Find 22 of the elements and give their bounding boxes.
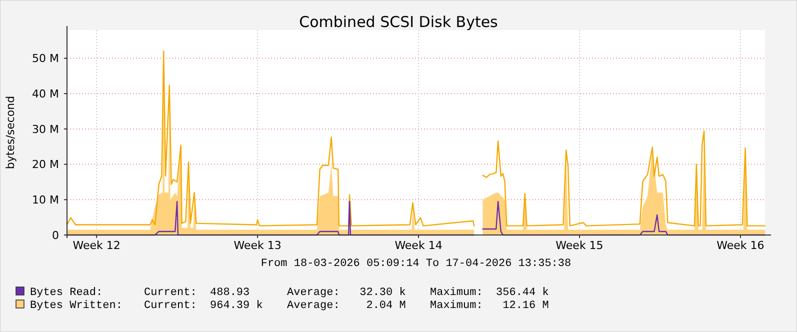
legend-label: Bytes Written: <box>30 300 122 312</box>
y-tick-label: 0 <box>52 228 59 242</box>
y-tick-label: 10 M <box>32 194 59 207</box>
x-axis-title: From 18-03-2026 05:09:14 To 17-04-2026 13:35:38 <box>260 258 572 270</box>
y-tick-label: 40 M <box>32 87 59 100</box>
x-tick-label: Week 13 <box>234 239 282 252</box>
text: Average: 32.30 k <box>287 287 406 299</box>
text: Current: 488.93 <box>144 287 250 299</box>
y-tick-label: 20 M <box>32 158 59 172</box>
y-tick-label: 30 M <box>32 122 59 136</box>
legend-label: Bytes Read: <box>30 287 103 299</box>
chart-title: Combined SCSI Disk Bytes <box>299 13 498 31</box>
text: Average: 2.04 M <box>287 300 406 312</box>
text: Current: 964.39 k <box>144 300 264 312</box>
text: Maximum: 356.44 k <box>430 287 550 299</box>
x-tick-label: Week 16 <box>716 239 764 252</box>
x-tick-label: Week 14 <box>394 239 442 252</box>
text: Maximum: 12.16 M <box>430 300 549 312</box>
x-tick-label: Week 15 <box>556 239 604 252</box>
y-tick-label: 50 M <box>32 52 59 66</box>
x-tick-label: Week 12 <box>72 239 120 252</box>
y-axis-title: bytes/second <box>4 96 17 170</box>
